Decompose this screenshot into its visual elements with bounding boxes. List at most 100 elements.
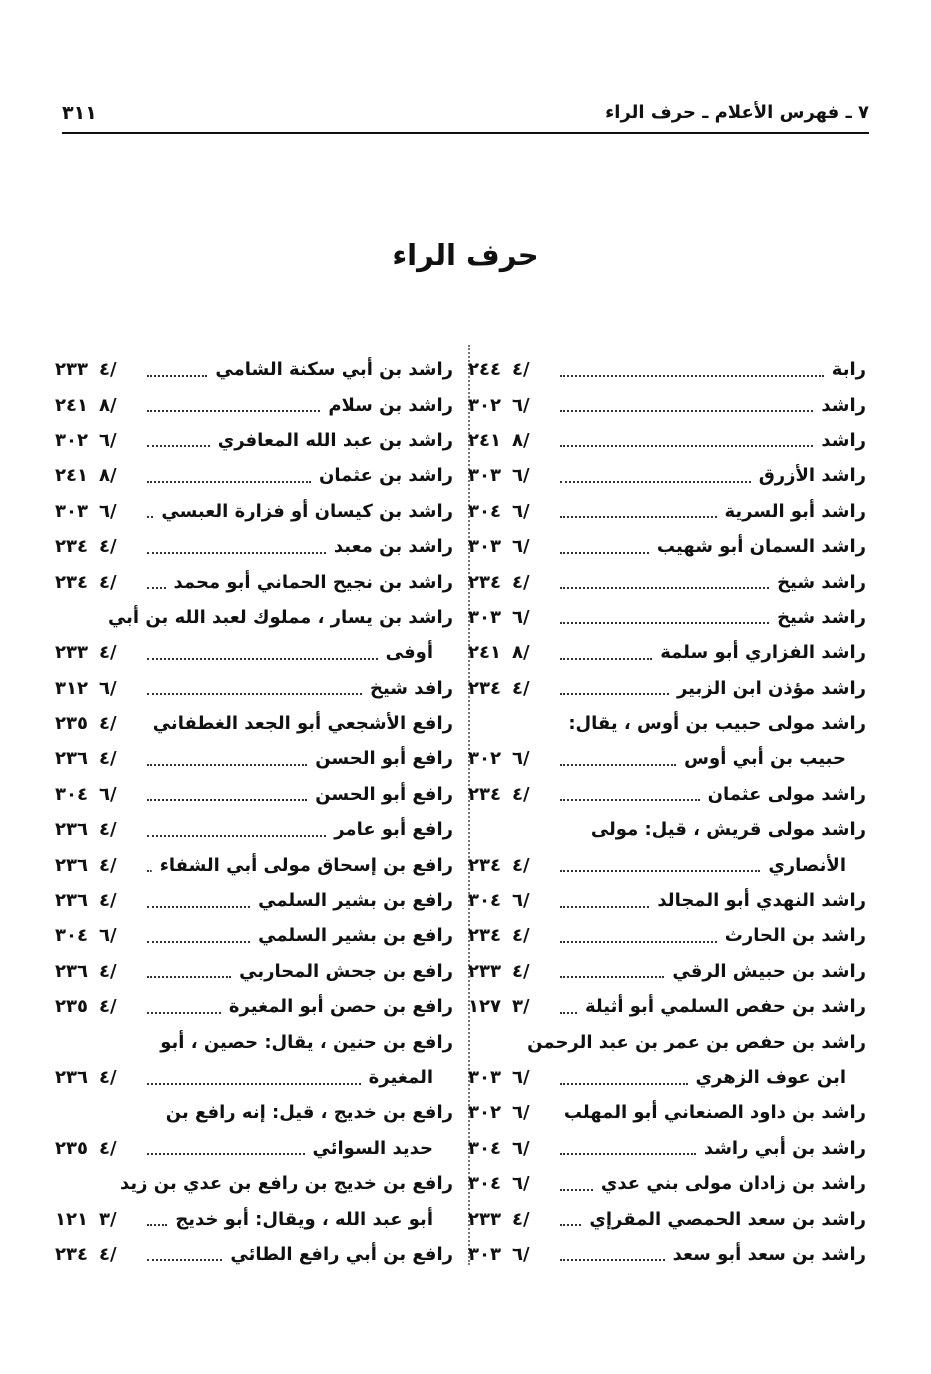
entry-reference: ٢٤١ ٨/ xyxy=(468,642,552,663)
index-entry: راشد ٣٠٢ ٦/ xyxy=(468,387,866,422)
leader-dots xyxy=(560,1224,582,1227)
reference-page: ٢٤١ xyxy=(55,394,88,416)
index-entry: رافع أبو الحسن ٢٣٦ ٤/ xyxy=(55,741,453,776)
entry-name: راشد بن كيسان أو فزارة العبسي xyxy=(161,500,453,522)
index-entry: راشد بن عثمان ٢٤١ ٨/ xyxy=(55,458,453,493)
reference-volume: ٤/ xyxy=(512,854,530,876)
entry-reference: ١٢١ ٣/ xyxy=(55,1209,139,1230)
leader-dots xyxy=(560,693,669,696)
leader-dots xyxy=(147,940,251,943)
reference-page: ٣٠٣ xyxy=(468,606,501,628)
index-entry: رافع بن جحش المحاربي ٢٣٦ ٤/ xyxy=(55,954,453,989)
entry-reference: ٣٠٤ ٦/ xyxy=(468,501,552,522)
leader-dots xyxy=(560,870,761,873)
index-entry: راشد بن زادان مولى بني عدي ٣٠٤ ٦/ xyxy=(468,1166,866,1201)
reference-volume: ٤/ xyxy=(512,960,530,982)
index-entry: راشد بن عبد الله المعافري ٣٠٢ ٦/ xyxy=(55,423,453,458)
reference-volume: ٤/ xyxy=(512,783,530,805)
entry-name: رابة xyxy=(831,359,866,381)
running-header: ٧ ـ فهرس الأعلام ـ حرف الراء ٣١١ xyxy=(62,100,869,134)
reference-volume: ٦/ xyxy=(512,1173,530,1195)
reference-page: ٣٠٤ xyxy=(468,500,501,522)
reference-volume: ٤/ xyxy=(99,713,117,735)
index-entry: رافد شيخ ٣١٢ ٦/ xyxy=(55,671,453,706)
reference-page: ٢٣٤ xyxy=(468,783,501,805)
index-entry-continued: رافع بن خديج بن رافع بن عدي بن زيد xyxy=(55,1166,453,1201)
entry-reference: ٢٣٤ ٤/ xyxy=(55,1244,139,1265)
leader-dots xyxy=(147,1224,168,1227)
reference-volume: ٦/ xyxy=(512,465,530,487)
leader-dots xyxy=(560,940,717,943)
index-entry: راشد شيخ ٣٠٣ ٦/ xyxy=(468,600,866,635)
leader-dots xyxy=(147,516,154,519)
entry-reference: ٣٠٢ ٦/ xyxy=(468,395,552,416)
reference-page: ٣٠٢ xyxy=(468,1102,501,1124)
leader-dots xyxy=(147,693,362,696)
reference-page: ٣٠٤ xyxy=(55,783,88,805)
reference-page: ٣٠٢ xyxy=(468,748,501,770)
entry-name: راشد بن يسار ، مملوك لعبد الله بن أبي xyxy=(107,606,453,628)
reference-volume: ٦/ xyxy=(512,890,530,912)
entry-name: الأنصاري xyxy=(768,854,846,876)
leader-dots xyxy=(560,905,650,908)
reference-page: ٢٣٥ xyxy=(55,1137,88,1159)
reference-page: ٣٠٤ xyxy=(55,925,88,947)
entry-name: راشد مولى عثمان xyxy=(707,783,866,805)
index-entry: رافع الأشجعي أبو الجعد الغطفاني ٢٣٥ ٤/ xyxy=(55,706,453,741)
leader-dots xyxy=(147,551,326,554)
leader-dots xyxy=(147,905,251,908)
leader-dots xyxy=(560,1082,688,1085)
index-entry: راشد ٢٤١ ٨/ xyxy=(468,423,866,458)
index-entry: راشد بن حبيش الرقي ٢٣٣ ٤/ xyxy=(468,954,866,989)
index-entry: رافع بن إسحاق مولى أبي الشفاء ٢٣٦ ٤/ xyxy=(55,847,453,882)
entry-reference: ٢٣٦ ٤/ xyxy=(55,855,139,876)
index-entry: رافع أبو الحسن ٣٠٤ ٦/ xyxy=(55,777,453,812)
reference-page: ٢٣٣ xyxy=(468,960,501,982)
index-entry: حبيب بن أبي أوس ٣٠٢ ٦/ xyxy=(468,741,866,776)
reference-page: ٣٠٤ xyxy=(468,1137,501,1159)
entry-name: راشد بن عبد الله المعافري xyxy=(217,429,453,451)
entry-reference: ٣٠٤ ٦/ xyxy=(468,890,552,911)
entry-name: راشد بن سعد الحمصي المقرإي xyxy=(589,1208,866,1230)
entry-name: المغيرة xyxy=(368,1067,433,1088)
entry-reference: ٣٠٢ ٦/ xyxy=(468,1102,548,1123)
reference-volume: ٨/ xyxy=(99,394,117,416)
index-entry: أبو عبد الله ، ويقال: أبو خديج ١٢١ ٣/ xyxy=(55,1201,453,1236)
leader-dots xyxy=(147,445,210,448)
entry-name: راشد مولى حبيب بن أوس ، يقال: xyxy=(568,713,866,735)
reference-page: ٢٣٤ xyxy=(468,854,501,876)
reference-volume: ٦/ xyxy=(512,1067,530,1088)
leader-dots xyxy=(560,657,653,660)
entry-name: حديد السوائي xyxy=(312,1137,433,1159)
entry-name: راشد مؤذن ابن الزبير xyxy=(676,677,866,699)
reference-volume: ٤/ xyxy=(99,748,117,770)
index-entry: راشد الأزرق ٣٠٣ ٦/ xyxy=(468,458,866,493)
entry-name: راشد بن الحارث xyxy=(724,925,866,947)
entry-name: راشد xyxy=(821,429,866,451)
entry-reference: ٢٣٥ ٤/ xyxy=(55,996,139,1017)
reference-page: ٣١٢ xyxy=(55,677,88,699)
reference-volume: ٤/ xyxy=(512,1208,530,1230)
leader-dots xyxy=(560,1153,696,1156)
reference-page: ٢٣٤ xyxy=(55,571,88,593)
reference-volume: ٤/ xyxy=(99,536,117,558)
index-entry: راشد بن سلام ٢٤١ ٨/ xyxy=(55,387,453,422)
entry-reference: ٢٣٦ ٤/ xyxy=(55,890,139,911)
entry-reference: ٢٤١ ٨/ xyxy=(55,395,139,416)
reference-volume: ٤/ xyxy=(99,890,117,912)
leader-dots xyxy=(147,976,232,979)
index-entry: راشد شيخ ٢٣٤ ٤/ xyxy=(468,564,866,599)
entry-name: رافع بن إسحاق مولى أبي الشفاء xyxy=(159,854,453,876)
entry-reference: ٣٠٤ ٦/ xyxy=(55,784,139,805)
index-entry: راشد بن نجيح الحماني أبو محمد ٢٣٤ ٤/ xyxy=(55,564,453,599)
entry-name: رافع بن حنين ، يقال: حصين ، أبو xyxy=(160,1031,453,1053)
reference-page: ٣٠٣ xyxy=(468,536,501,558)
entry-reference: ٢٣٦ ٤/ xyxy=(55,819,139,840)
reference-volume: ٤/ xyxy=(512,925,530,947)
reference-page: ٣٠٢ xyxy=(468,394,501,416)
reference-volume: ٤/ xyxy=(512,677,530,699)
reference-page: ٣٠٤ xyxy=(468,890,501,912)
entry-name: رافع بن خديج بن رافع بن عدي بن زيد xyxy=(120,1173,453,1195)
index-entry: راشد أبو السرية ٣٠٤ ٦/ xyxy=(468,494,866,529)
reference-volume: ٦/ xyxy=(512,748,530,770)
